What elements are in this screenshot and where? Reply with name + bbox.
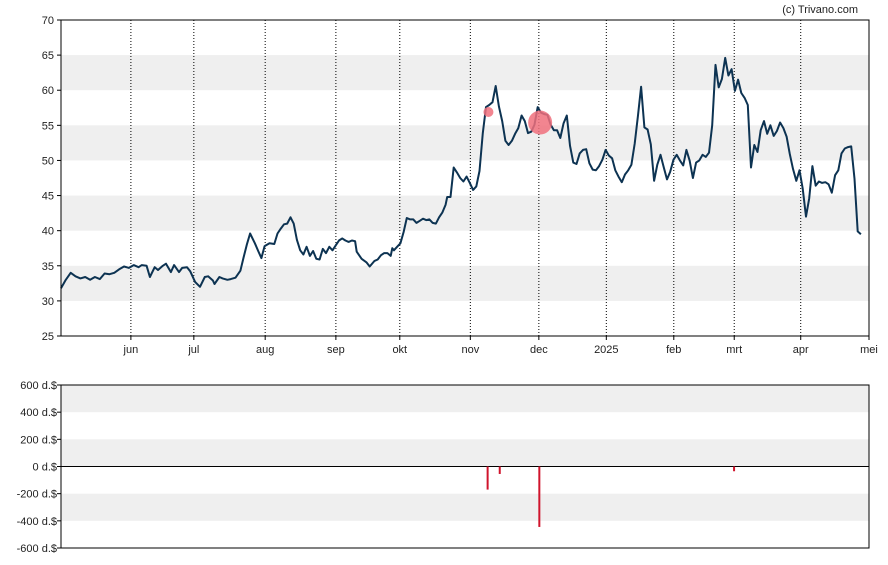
price-plot-frame bbox=[60, 19, 870, 337]
price-x-tick-label: sep bbox=[327, 344, 345, 356]
price-band bbox=[61, 55, 869, 91]
insider-bar bbox=[538, 466, 541, 527]
insider-chart: 600 d.$ 400 d.$ 200 d.$ 0 d.$ -200 d.$ -400 d… bbox=[17, 380, 870, 555]
price-y-tick-label: 50 bbox=[42, 155, 54, 167]
price-y-tick-label: 70 bbox=[42, 15, 54, 27]
price-chart: 25 30 35 40 45 50 55 60 65 70 jun jul aug sep okt nov d… bbox=[42, 15, 878, 356]
price-band bbox=[61, 265, 869, 301]
insider-y-tick-label: 600 d.$ bbox=[20, 380, 57, 392]
insider-bands bbox=[61, 385, 869, 521]
insider-bar bbox=[733, 466, 736, 472]
price-x-ticks: jun jul aug sep okt nov dec 2025 feb mrt apr mei bbox=[123, 336, 878, 356]
price-x-tick-label: jun bbox=[123, 344, 139, 356]
price-x-tick-label: okt bbox=[392, 344, 407, 356]
insider-bars bbox=[486, 466, 736, 527]
price-y-tick-label: 65 bbox=[42, 50, 54, 62]
price-markers bbox=[483, 106, 553, 135]
insider-band bbox=[61, 439, 869, 467]
insider-y-tick-label: -600 d.$ bbox=[17, 543, 57, 555]
price-x-tick-label: dec bbox=[530, 344, 548, 356]
insider-plot-frame bbox=[60, 384, 870, 549]
insider-y-tick-label: 200 d.$ bbox=[20, 434, 57, 446]
price-y-tick-label: 25 bbox=[42, 331, 54, 343]
credit-label: (c) Trivano.com bbox=[782, 4, 858, 16]
insider-y-tick-label: -200 d.$ bbox=[17, 489, 57, 501]
price-event-marker bbox=[528, 110, 553, 135]
price-x-tick-label: 2025 bbox=[594, 344, 618, 356]
price-x-tick-label: aug bbox=[256, 344, 274, 356]
insider-band bbox=[61, 493, 869, 521]
price-event-marker bbox=[483, 106, 494, 117]
price-y-tick-label: 30 bbox=[42, 296, 54, 308]
insider-y-tick-label: 400 d.$ bbox=[20, 407, 57, 419]
insider-bar bbox=[498, 466, 501, 474]
price-series-line bbox=[60, 56, 862, 289]
insider-band bbox=[61, 385, 869, 413]
price-x-tick-label: jul bbox=[187, 344, 199, 356]
price-y-tick-label: 55 bbox=[42, 120, 54, 132]
insider-bar bbox=[486, 466, 489, 490]
price-x-tick-label: apr bbox=[793, 344, 809, 356]
price-y-tick-label: 60 bbox=[42, 85, 54, 97]
price-x-tick-label: mrt bbox=[726, 344, 742, 356]
insider-y-tick-label: 0 d.$ bbox=[33, 462, 57, 474]
price-y-tick-label: 45 bbox=[42, 191, 54, 203]
price-x-tick-label: mei bbox=[860, 344, 878, 356]
price-band bbox=[61, 125, 869, 161]
price-y-tick-label: 35 bbox=[42, 261, 54, 273]
price-band bbox=[61, 195, 869, 231]
insider-y-tick-label: -400 d.$ bbox=[17, 516, 57, 528]
price-x-tick-label: feb bbox=[666, 344, 681, 356]
price-y-ticks: 25 30 35 40 45 50 55 60 65 70 bbox=[42, 15, 61, 343]
insider-y-ticks: 600 d.$ 400 d.$ 200 d.$ 0 d.$ -200 d.$ -400 d… bbox=[17, 380, 61, 555]
price-bands bbox=[61, 55, 869, 301]
price-y-tick-label: 40 bbox=[42, 226, 54, 238]
price-x-tick-label: nov bbox=[461, 344, 479, 356]
